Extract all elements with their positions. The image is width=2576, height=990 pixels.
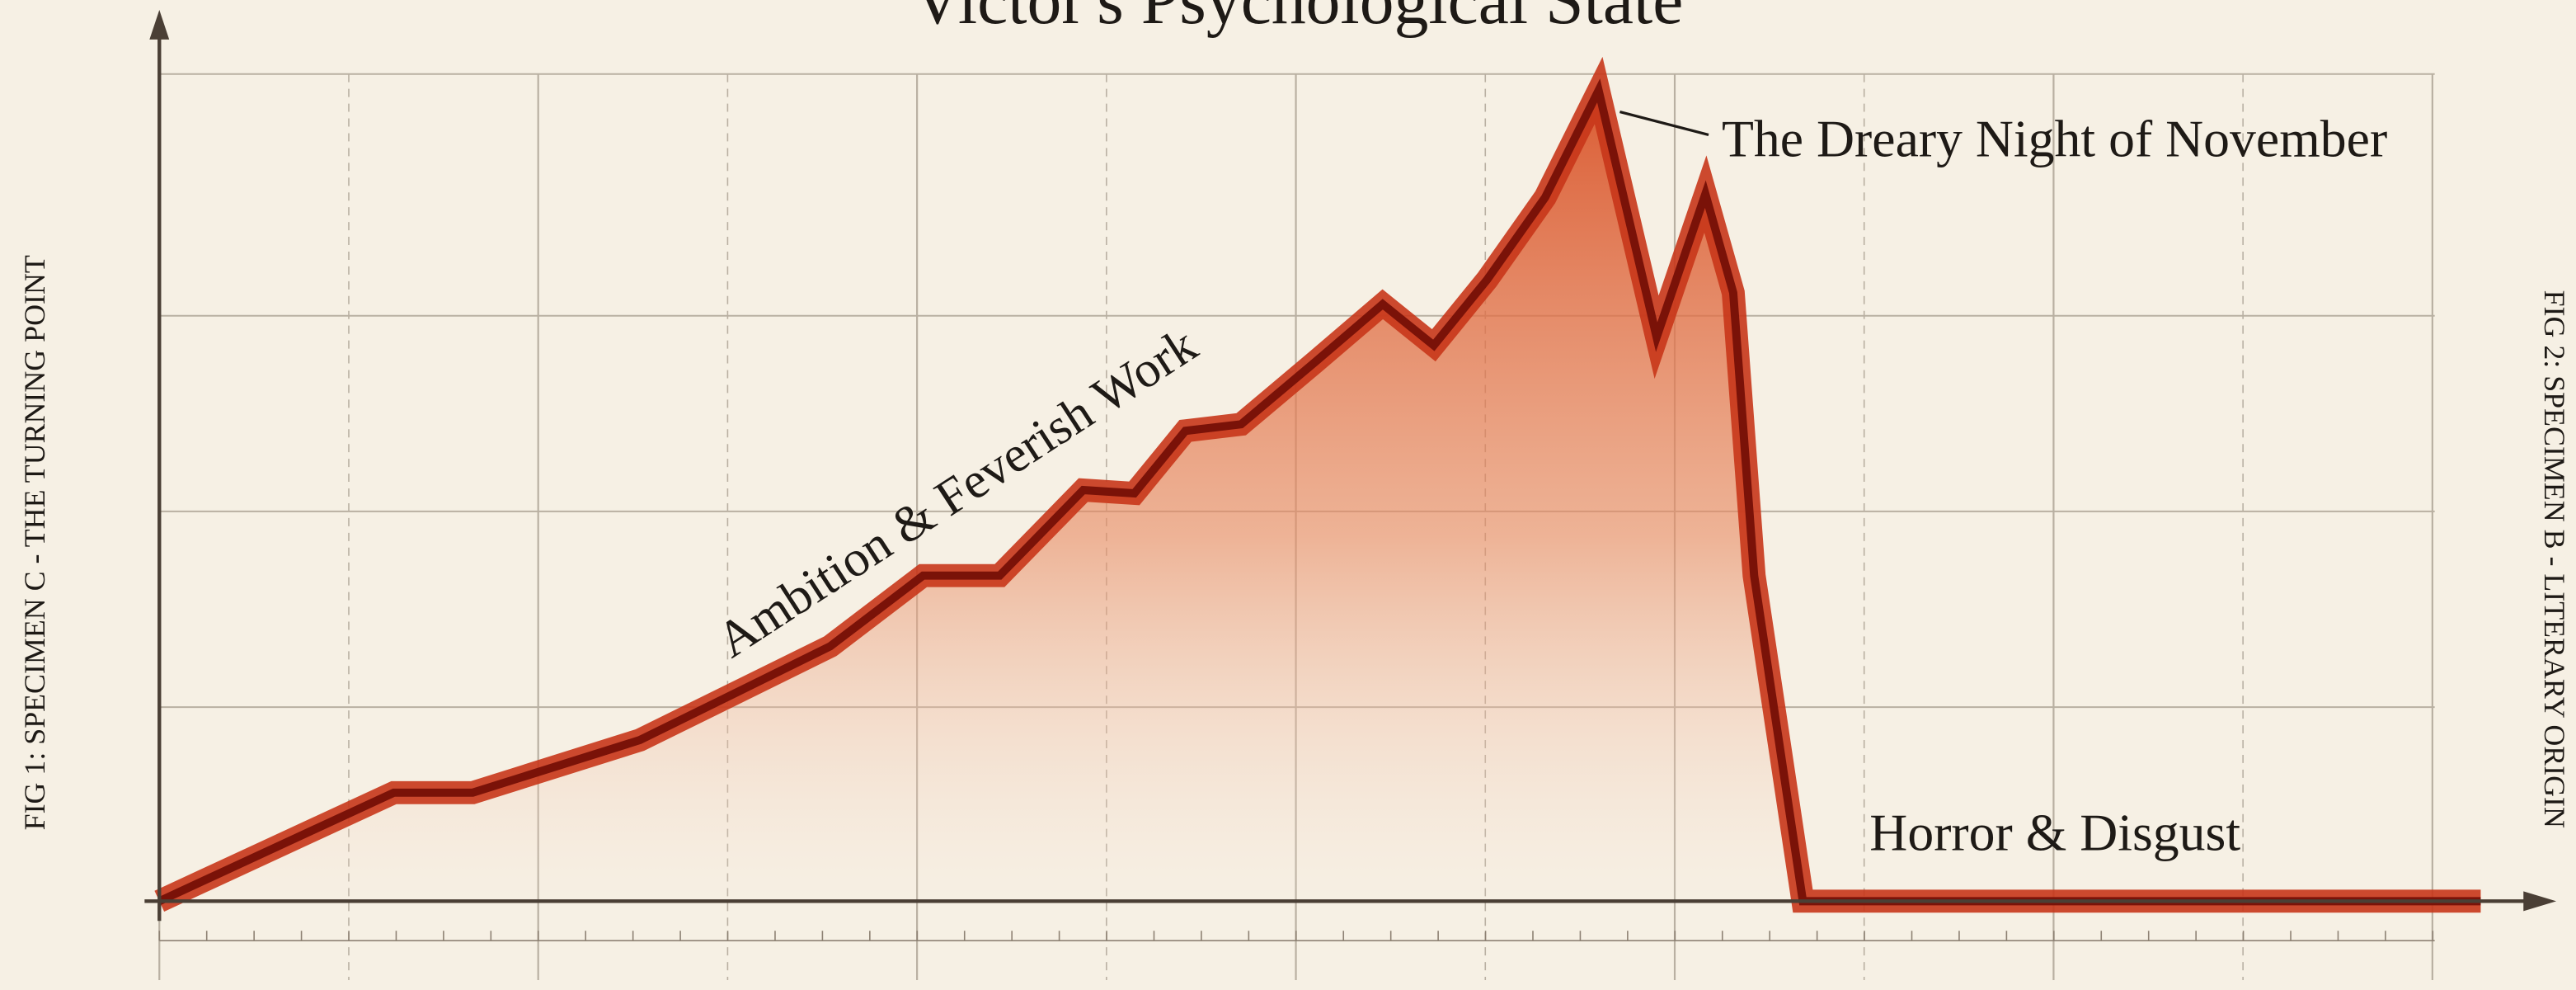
annotation: The Dreary Night of November (1722, 109, 2387, 167)
annotation: Horror & Disgust (1869, 804, 2240, 862)
side-label: FIG 1: SPECIMEN C - THE TURNING POINT (18, 255, 51, 830)
chart: Victor's Psychological State The Dreary … (0, 0, 2576, 990)
side-label: FIG 2: SPECIMEN B - LITERARY ORIGIN (2538, 290, 2571, 828)
chart-title: Victor's Psychological State (913, 0, 1684, 39)
